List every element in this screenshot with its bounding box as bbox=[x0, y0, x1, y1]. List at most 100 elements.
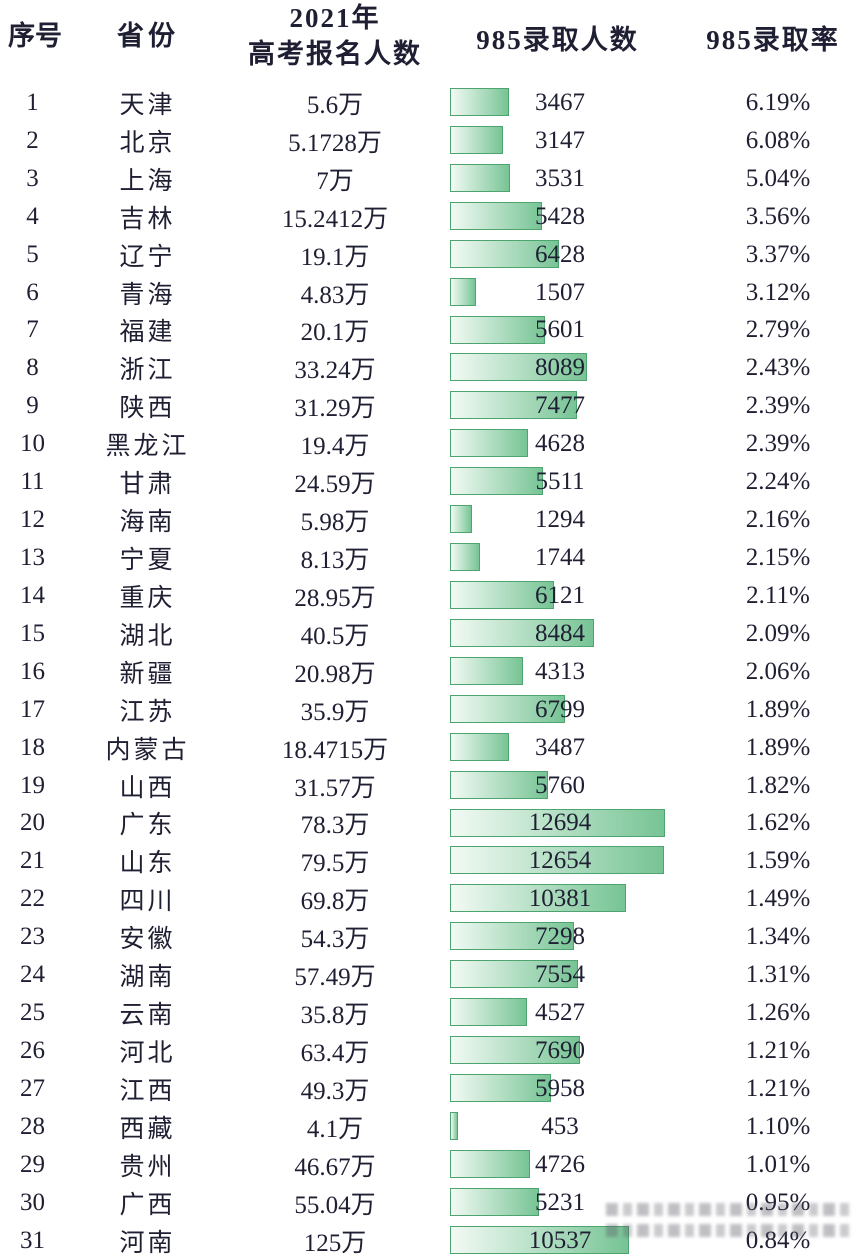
rank-cell: 30 bbox=[20, 1188, 45, 1216]
admitted-bar bbox=[450, 277, 476, 306]
province-cell: 河北 bbox=[119, 1040, 176, 1067]
admitted-value: 4628 bbox=[535, 430, 585, 458]
admitted-value: 10381 bbox=[528, 885, 592, 913]
rate-cell: 2.06% bbox=[745, 657, 811, 685]
rate-cell: 1.34% bbox=[745, 923, 811, 951]
rank-cell: 4 bbox=[26, 202, 39, 230]
rate-cell: 2.09% bbox=[745, 619, 811, 647]
admitted-bar bbox=[450, 960, 578, 989]
admitted-value: 12654 bbox=[528, 847, 592, 875]
table-row: 29 贵州 46.67万 4726 1.01% bbox=[0, 1146, 856, 1184]
rank-cell: 24 bbox=[20, 961, 45, 989]
rank-cell: 28 bbox=[20, 1112, 45, 1140]
bar-cell: 10381 bbox=[440, 880, 700, 918]
province-cell: 辽宁 bbox=[119, 243, 176, 271]
bar-cell: 1744 bbox=[440, 539, 700, 577]
applicants-cell: 19.1万 bbox=[300, 243, 370, 271]
table-row: 31 河南 125万 10537 0.84% bbox=[0, 1222, 856, 1260]
rate-cell: 2.43% bbox=[745, 354, 811, 382]
applicants-cell: 19.4万 bbox=[300, 433, 370, 461]
table-row: 16 新疆 20.98万 4313 2.06% bbox=[0, 653, 856, 691]
admitted-value: 8484 bbox=[535, 619, 585, 647]
bar-cell: 453 bbox=[440, 1108, 700, 1146]
rank-cell: 1 bbox=[26, 88, 39, 116]
bar-cell: 4313 bbox=[440, 653, 700, 691]
applicants-cell: 4.83万 bbox=[300, 281, 370, 309]
bar-cell: 6121 bbox=[440, 577, 700, 615]
rate-cell: 1.59% bbox=[745, 847, 811, 875]
table-header: 序号 省份 2021年 高考报名人数 985录取人数 985录取率 bbox=[0, 0, 856, 84]
bar-cell: 7298 bbox=[440, 918, 700, 956]
admitted-value: 1744 bbox=[535, 544, 585, 572]
province-cell: 内蒙古 bbox=[105, 736, 190, 764]
province-cell: 福建 bbox=[119, 319, 176, 347]
table-row: 13 宁夏 8.13万 1744 2.15% bbox=[0, 539, 856, 577]
bar-cell: 6428 bbox=[440, 236, 700, 274]
admitted-value: 7298 bbox=[535, 923, 585, 951]
bar-cell: 4726 bbox=[440, 1146, 700, 1184]
table-row: 19 山西 31.57万 5760 1.82% bbox=[0, 767, 856, 805]
admitted-bar bbox=[450, 505, 472, 534]
table-row: 5 辽宁 19.1万 6428 3.37% bbox=[0, 236, 856, 274]
bar-cell: 3147 bbox=[440, 122, 700, 160]
bar-cell: 7554 bbox=[440, 956, 700, 994]
table-row: 28 西藏 4.1万 453 1.10% bbox=[0, 1108, 856, 1146]
province-cell: 湖南 bbox=[119, 964, 176, 992]
admitted-bar bbox=[450, 618, 594, 647]
admitted-value: 3467 bbox=[535, 88, 585, 116]
table-row: 7 福建 20.1万 5601 2.79% bbox=[0, 312, 856, 350]
rate-cell: 3.56% bbox=[745, 202, 811, 230]
province-cell: 西藏 bbox=[119, 1115, 176, 1143]
rate-cell: 1.10% bbox=[745, 1112, 811, 1140]
admitted-bar bbox=[450, 808, 665, 837]
province-cell: 江苏 bbox=[119, 698, 176, 726]
rate-cell: 0.95% bbox=[745, 1188, 811, 1216]
table-row: 22 四川 69.8万 10381 1.49% bbox=[0, 880, 856, 918]
admitted-bar bbox=[450, 1225, 629, 1254]
table-row: 15 湖北 40.5万 8484 2.09% bbox=[0, 615, 856, 653]
table-row: 23 安徽 54.3万 7298 1.34% bbox=[0, 918, 856, 956]
bar-cell: 8089 bbox=[440, 349, 700, 387]
rate-cell: 1.01% bbox=[745, 1150, 811, 1178]
province-cell: 天津 bbox=[119, 91, 176, 119]
province-cell: 黑龙江 bbox=[105, 433, 190, 461]
table-row: 6 青海 4.83万 1507 3.12% bbox=[0, 274, 856, 312]
admitted-value: 7477 bbox=[535, 392, 585, 420]
admitted-bar bbox=[450, 467, 544, 496]
admitted-bar bbox=[450, 201, 542, 230]
bar-cell: 5231 bbox=[440, 1184, 700, 1222]
admitted-bar bbox=[450, 1073, 551, 1102]
rank-cell: 10 bbox=[20, 430, 45, 458]
admitted-value: 4726 bbox=[535, 1150, 585, 1178]
province-cell: 吉林 bbox=[119, 205, 176, 233]
header-admitted: 985录取人数 bbox=[476, 25, 639, 55]
province-cell: 浙江 bbox=[119, 357, 176, 385]
admitted-bar bbox=[450, 884, 626, 913]
admitted-bar bbox=[450, 543, 480, 572]
applicants-cell: 79.5万 bbox=[300, 850, 370, 878]
admitted-value: 7554 bbox=[535, 961, 585, 989]
province-cell: 山西 bbox=[119, 774, 176, 802]
applicants-cell: 63.4万 bbox=[300, 1040, 370, 1067]
applicants-cell: 24.59万 bbox=[294, 471, 376, 499]
table-row: 2 北京 5.1728万 3147 6.08% bbox=[0, 122, 856, 160]
rate-cell: 3.37% bbox=[745, 240, 811, 268]
province-cell: 上海 bbox=[119, 167, 176, 195]
rank-cell: 23 bbox=[20, 923, 45, 951]
province-cell: 宁夏 bbox=[119, 547, 176, 575]
province-cell: 广东 bbox=[119, 812, 176, 840]
bar-cell: 5428 bbox=[440, 198, 700, 236]
applicants-cell: 40.5万 bbox=[300, 622, 370, 650]
admitted-value: 453 bbox=[541, 1112, 579, 1140]
bar-cell: 6799 bbox=[440, 691, 700, 729]
admitted-bar bbox=[450, 770, 548, 799]
table-row: 4 吉林 15.2412万 5428 3.56% bbox=[0, 198, 856, 236]
admitted-bar bbox=[450, 1149, 530, 1178]
applicants-cell: 33.24万 bbox=[294, 357, 376, 385]
table-row: 27 江西 49.3万 5958 1.21% bbox=[0, 1070, 856, 1108]
applicants-cell: 5.6万 bbox=[306, 91, 364, 119]
admitted-bar bbox=[450, 239, 559, 268]
header-applicants-line1: 2021年 bbox=[289, 3, 381, 33]
rank-cell: 2 bbox=[26, 126, 39, 154]
rate-cell: 6.19% bbox=[745, 88, 811, 116]
